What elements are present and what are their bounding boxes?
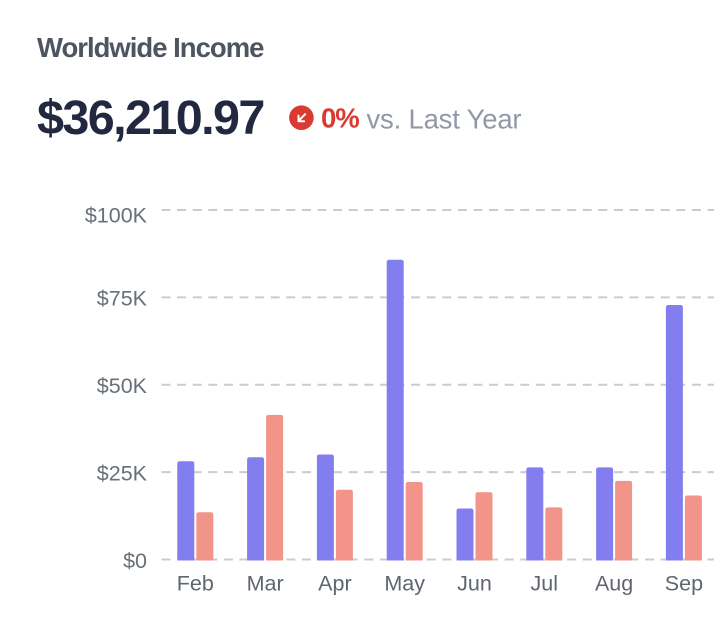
svg-text:$50K: $50K bbox=[97, 374, 148, 398]
svg-text:Aug: Aug bbox=[595, 572, 633, 596]
svg-text:0%: 0% bbox=[321, 103, 359, 134]
svg-text:$36,210.97: $36,210.97 bbox=[37, 91, 264, 145]
svg-text:$25K: $25K bbox=[97, 462, 148, 486]
svg-text:Sep: Sep bbox=[665, 572, 703, 596]
svg-text:Mar: Mar bbox=[247, 572, 284, 596]
svg-text:Worldwide Income: Worldwide Income bbox=[37, 32, 264, 63]
svg-text:Jul: Jul bbox=[531, 572, 558, 596]
svg-text:Feb: Feb bbox=[177, 572, 214, 596]
svg-text:$75K: $75K bbox=[97, 287, 148, 311]
svg-text:May: May bbox=[384, 572, 425, 596]
svg-text:vs. Last Year: vs. Last Year bbox=[367, 104, 522, 135]
svg-text:$0: $0 bbox=[123, 549, 147, 573]
svg-text:$100K: $100K bbox=[85, 204, 148, 228]
svg-text:Apr: Apr bbox=[318, 572, 351, 596]
svg-text:Jun: Jun bbox=[457, 572, 492, 596]
